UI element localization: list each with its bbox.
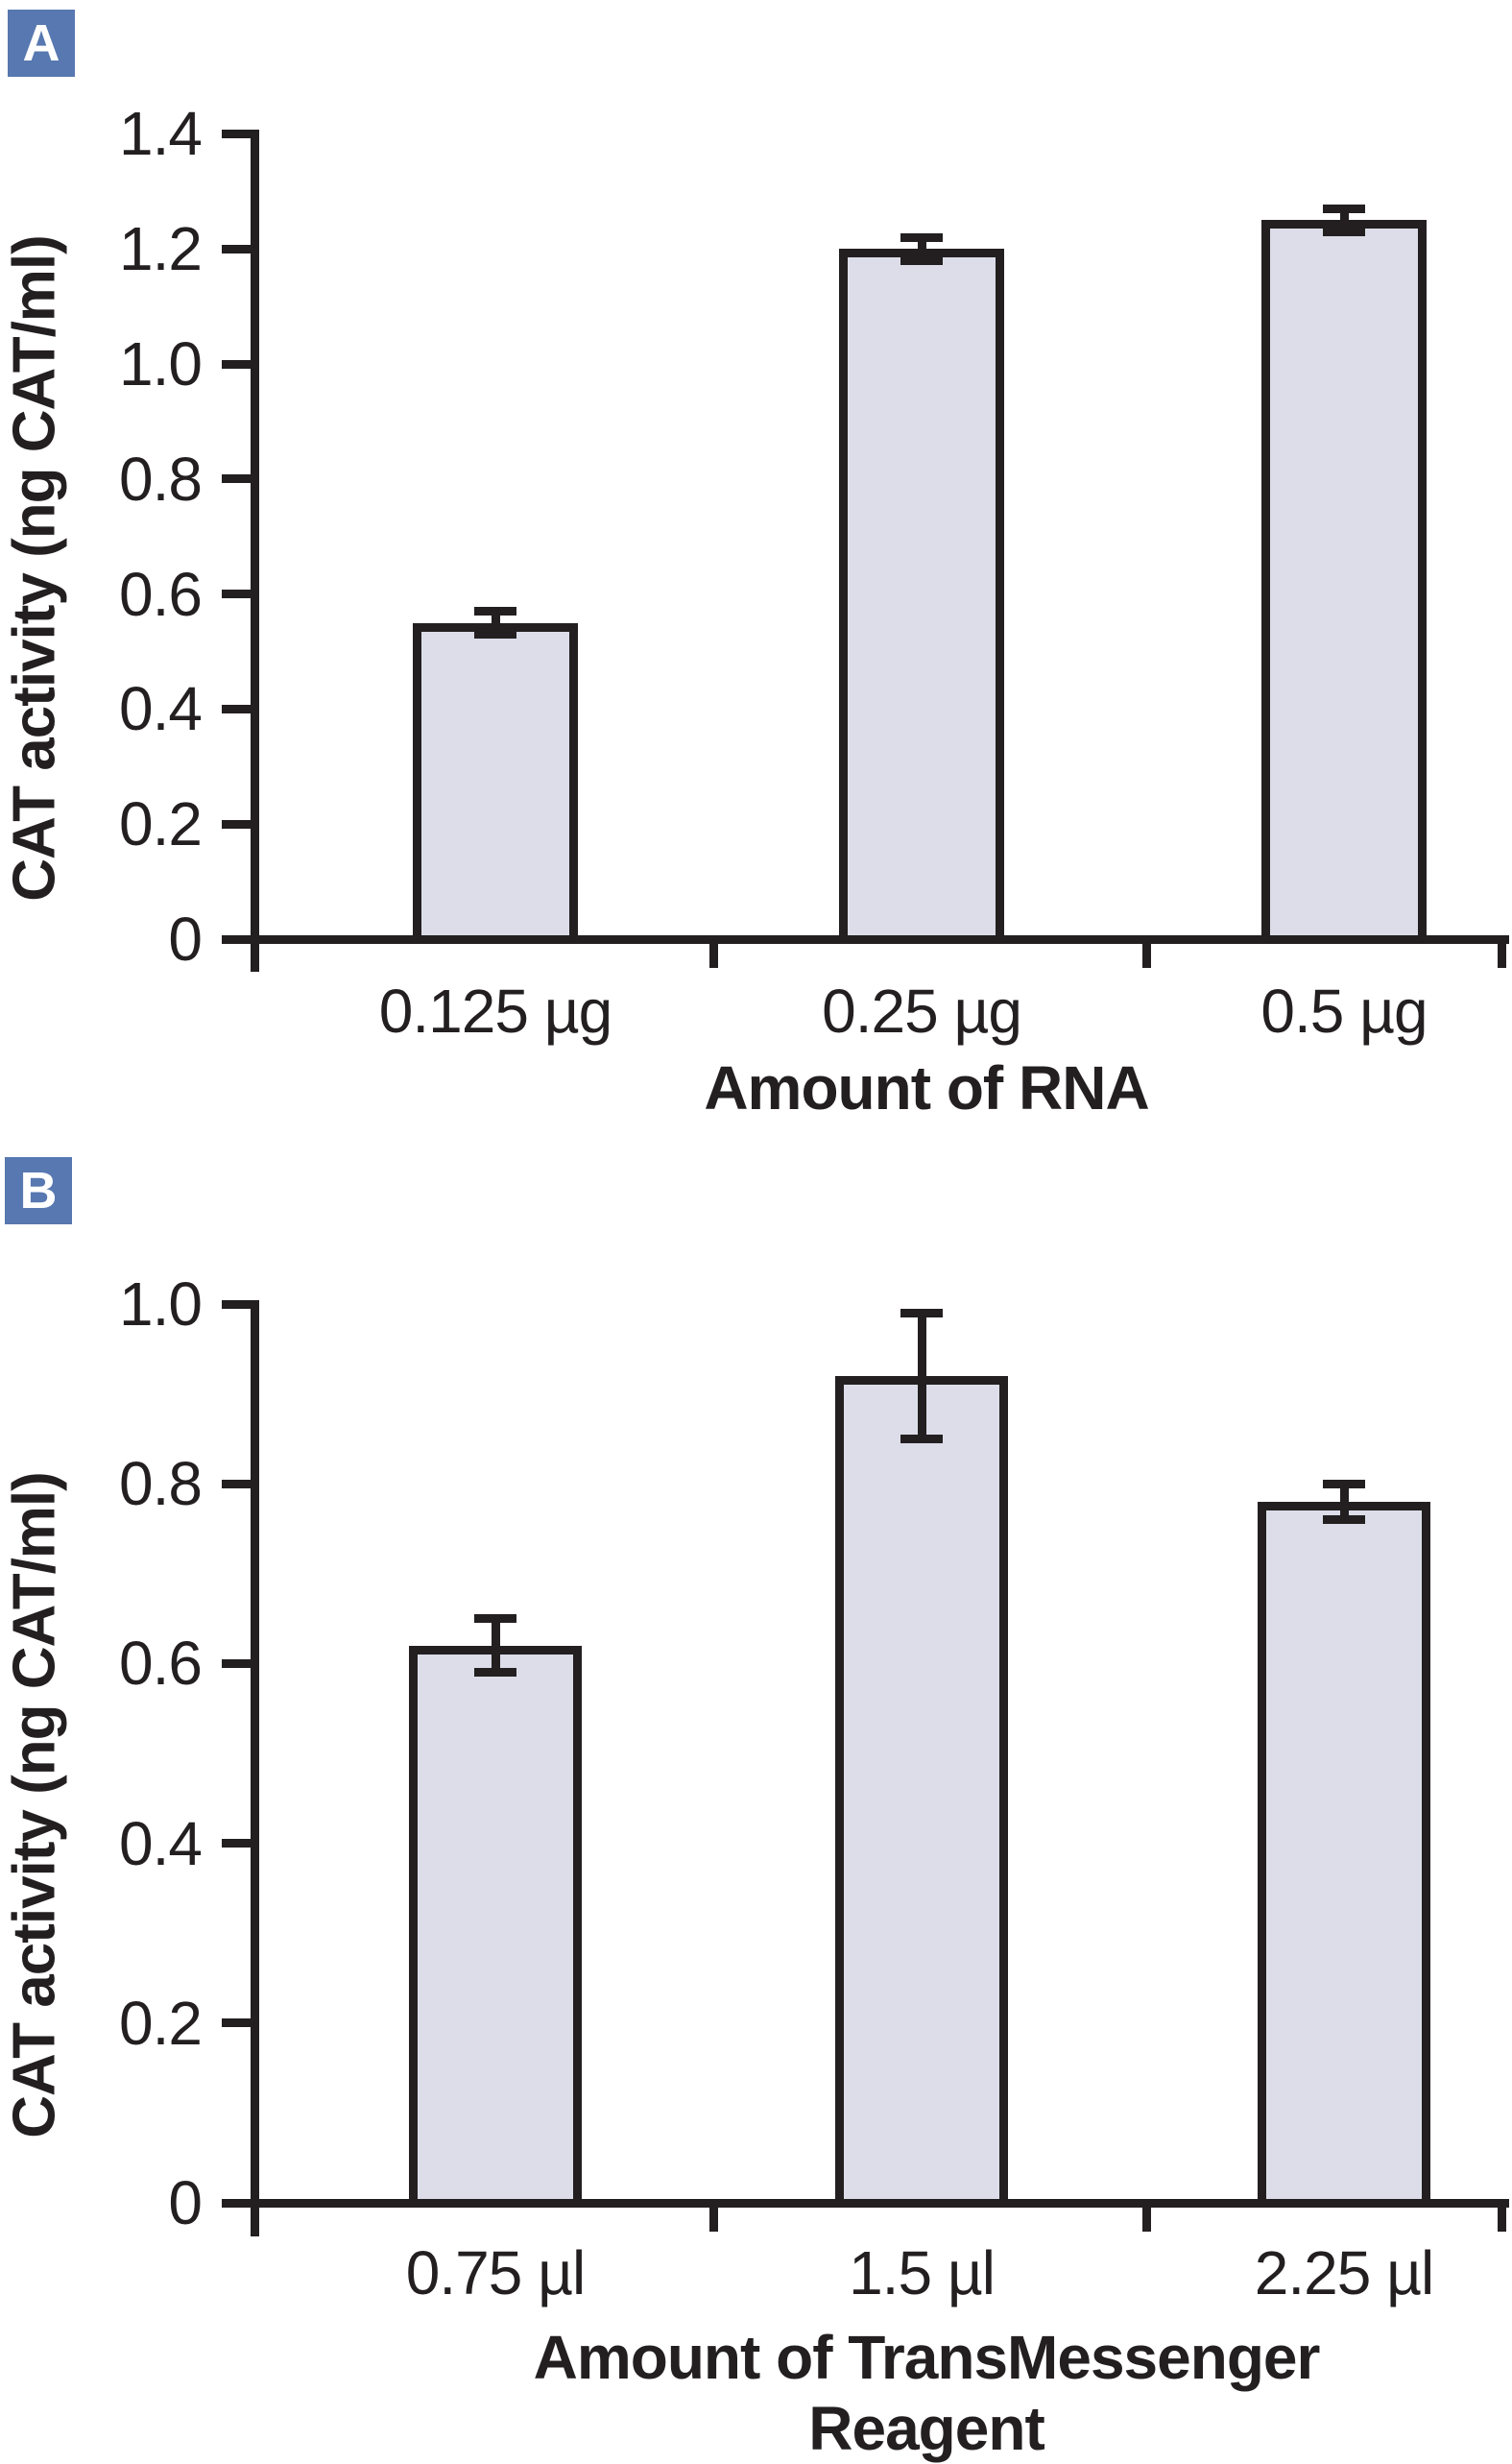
panel-b-x-axis-title-line2: Reagent bbox=[808, 2394, 1044, 2463]
error-bar-stem bbox=[1339, 208, 1349, 232]
error-bar-stem bbox=[1339, 1484, 1349, 1520]
x-category-label: 1.5 µl bbox=[849, 2238, 996, 2307]
error-bar-cap-bottom bbox=[1323, 1515, 1365, 1525]
error-bar-cap-bottom bbox=[900, 1434, 943, 1443]
y-tick-label: 0 bbox=[168, 905, 203, 974]
error-bar-cap-top bbox=[900, 1308, 943, 1317]
y-axis-line bbox=[250, 129, 259, 973]
error-bar-cap-top bbox=[900, 232, 943, 242]
error-bar-stem bbox=[917, 237, 926, 261]
y-tick bbox=[221, 819, 251, 829]
panel-a-plot: 0 0.2 0.4 0.6 0.8 1.0 1.2 1.4 0.125 µg 0.25 µg 0.5… bbox=[0, 0, 1512, 1152]
panel-a-x-axis-title: Amount of RNA bbox=[704, 1053, 1149, 1123]
y-tick bbox=[221, 244, 251, 254]
y-tick bbox=[221, 474, 251, 484]
y-tick bbox=[221, 1658, 251, 1668]
panel-b-x-axis-title-line1: Amount of TransMessenger bbox=[533, 2323, 1321, 2392]
error-bar-stem bbox=[491, 1618, 500, 1673]
error-bar-cap-top bbox=[1323, 1479, 1365, 1488]
error-bar-cap-top bbox=[474, 1614, 516, 1624]
x-tick bbox=[1141, 2203, 1151, 2232]
y-tick bbox=[221, 704, 251, 713]
x-category-label: 0.75 µl bbox=[405, 2238, 586, 2307]
y-tick-label: 1.0 bbox=[119, 329, 203, 399]
error-bar-cap-bottom bbox=[900, 255, 943, 265]
y-tick-label: 0.6 bbox=[119, 1629, 203, 1699]
y-tick bbox=[221, 1839, 251, 1848]
y-tick bbox=[221, 129, 251, 138]
x-category-label: 0.5 µg bbox=[1260, 977, 1428, 1046]
y-tick-label: 0.2 bbox=[119, 789, 203, 859]
error-bar-cap-bottom bbox=[474, 1668, 516, 1678]
bar bbox=[839, 249, 1004, 943]
panel-a-badge: A bbox=[8, 10, 75, 77]
x-tick bbox=[1497, 939, 1506, 968]
y-tick bbox=[221, 1299, 251, 1309]
error-bar-stem bbox=[917, 1313, 926, 1439]
y-tick bbox=[221, 934, 251, 944]
error-bar-cap-top bbox=[1323, 204, 1365, 213]
error-bar-stem bbox=[491, 611, 500, 635]
y-tick-label: 1.4 bbox=[119, 99, 203, 169]
y-tick bbox=[221, 2198, 251, 2208]
y-tick bbox=[221, 1479, 251, 1488]
bar bbox=[413, 622, 578, 943]
error-bar-cap-bottom bbox=[1323, 227, 1365, 236]
y-tick-label: 1.0 bbox=[119, 1269, 203, 1339]
x-tick bbox=[708, 939, 718, 968]
bar bbox=[835, 1375, 1008, 2207]
error-bar-cap-top bbox=[474, 607, 516, 616]
y-tick-label: 0.4 bbox=[119, 1808, 203, 1878]
x-category-label: 0.25 µg bbox=[822, 977, 1022, 1046]
bar bbox=[1258, 1501, 1430, 2207]
x-category-label: 2.25 µl bbox=[1254, 2238, 1434, 2307]
y-tick bbox=[221, 359, 251, 369]
error-bar-cap-bottom bbox=[474, 630, 516, 640]
x-axis-line bbox=[250, 934, 1509, 944]
y-axis-line bbox=[250, 1299, 259, 2236]
bar bbox=[1261, 220, 1427, 943]
y-tick bbox=[221, 590, 251, 599]
y-tick-label: 0.8 bbox=[119, 444, 203, 514]
y-tick-label: 0.6 bbox=[119, 559, 203, 629]
x-tick bbox=[708, 2203, 718, 2232]
bar bbox=[409, 1645, 582, 2207]
y-tick-label: 1.2 bbox=[119, 214, 203, 284]
y-tick-label: 0.2 bbox=[119, 1988, 203, 2058]
x-category-label: 0.125 µg bbox=[378, 977, 612, 1046]
x-tick bbox=[1141, 939, 1151, 968]
y-tick-label: 0.8 bbox=[119, 1449, 203, 1519]
y-tick-label: 0.4 bbox=[119, 674, 203, 744]
panel-b-badge: B bbox=[5, 1157, 72, 1224]
x-tick bbox=[1497, 2203, 1506, 2232]
y-tick-label: 0 bbox=[168, 2168, 203, 2237]
y-tick bbox=[221, 2018, 251, 2028]
x-axis-line bbox=[250, 2198, 1509, 2208]
